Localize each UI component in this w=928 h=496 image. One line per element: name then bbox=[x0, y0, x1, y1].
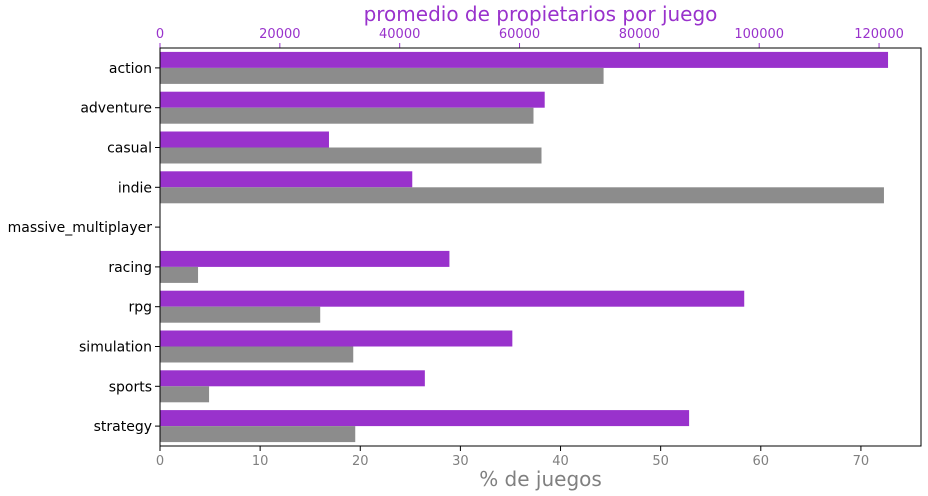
category-label: simulation bbox=[79, 340, 152, 356]
top-axis-tick-label: 60000 bbox=[499, 27, 540, 42]
category-label: casual bbox=[107, 141, 152, 157]
category-labels-layer: action adventure casual indie massive_multip… bbox=[8, 61, 153, 435]
bar-percent-games bbox=[160, 187, 884, 204]
category-label: action bbox=[109, 61, 152, 77]
bar-percent-games bbox=[160, 306, 321, 323]
bar-owners bbox=[160, 370, 425, 387]
bar-owners bbox=[160, 330, 513, 347]
ticks-layer: 0 20000 40000 60000 80000 100000 120000 0 10 20 30… bbox=[155, 27, 904, 469]
bottom-axis-tick-label: 0 bbox=[156, 454, 164, 469]
bar-percent-games bbox=[160, 107, 534, 124]
bar-owners bbox=[160, 131, 329, 148]
category-label: racing bbox=[108, 260, 152, 276]
bar-percent-games bbox=[160, 426, 356, 443]
category-label: massive_multiplayer bbox=[8, 220, 153, 236]
bottom-axis-tick-label: 70 bbox=[853, 454, 870, 469]
bar-owners bbox=[160, 51, 889, 68]
bottom-axis-tick-label: 30 bbox=[452, 454, 469, 469]
category-label: rpg bbox=[128, 300, 152, 316]
bar-percent-games bbox=[160, 346, 354, 363]
top-axis-tick-label: 40000 bbox=[379, 27, 420, 42]
top-axis-title: promedio de propietarios por juego bbox=[364, 2, 718, 26]
bar-owners bbox=[160, 91, 545, 108]
top-axis-tick-label: 0 bbox=[156, 27, 164, 42]
bottom-axis-tick-label: 10 bbox=[252, 454, 269, 469]
bottom-axis-title: % de juegos bbox=[479, 467, 602, 491]
category-label: indie bbox=[118, 180, 152, 196]
bottom-axis-tick-label: 50 bbox=[652, 454, 669, 469]
bar-percent-games bbox=[160, 67, 604, 84]
bar-owners bbox=[160, 171, 413, 188]
bottom-axis-tick-label: 20 bbox=[352, 454, 369, 469]
top-axis-tick-label: 120000 bbox=[854, 27, 904, 42]
bar-percent-games bbox=[160, 266, 199, 283]
category-label: adventure bbox=[80, 101, 152, 117]
bottom-axis-tick-label: 40 bbox=[552, 454, 569, 469]
top-axis-tick-label: 80000 bbox=[619, 27, 660, 42]
bottom-axis-tick-label: 60 bbox=[753, 454, 770, 469]
bar-percent-games bbox=[160, 386, 210, 403]
top-axis-tick-label: 20000 bbox=[259, 27, 300, 42]
plot-frame bbox=[159, 47, 922, 447]
top-axis-tick-label: 100000 bbox=[734, 27, 784, 42]
bar-owners bbox=[160, 250, 450, 267]
bar-owners bbox=[160, 410, 690, 427]
bars-layer bbox=[160, 51, 889, 443]
bar-percent-games bbox=[160, 147, 542, 164]
category-label: strategy bbox=[94, 419, 152, 435]
bar-owners bbox=[160, 290, 745, 307]
category-label: sports bbox=[109, 379, 152, 395]
